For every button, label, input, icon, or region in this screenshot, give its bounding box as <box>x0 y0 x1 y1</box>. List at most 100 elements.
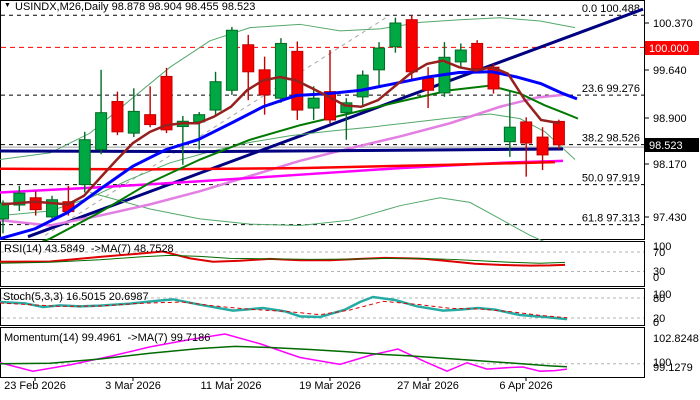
candle <box>324 50 336 124</box>
moving-averages-under <box>0 17 579 260</box>
time-tick-label: 19 Mar 2026 <box>299 380 361 392</box>
candle <box>13 185 26 211</box>
momentum-scale-label: 102.8248 <box>653 333 699 345</box>
candle <box>78 131 91 193</box>
rsi-scale-label: 100 <box>653 241 671 253</box>
candle-body <box>144 114 157 126</box>
candle <box>454 43 467 69</box>
candle-body <box>13 192 26 206</box>
candle-body <box>503 126 516 143</box>
envelope-lower-line <box>0 113 576 217</box>
candle <box>552 119 565 150</box>
candle-body <box>536 136 549 156</box>
moving-averages-over <box>0 59 578 241</box>
candle-body <box>209 81 222 111</box>
candle-body <box>552 120 565 146</box>
price-tag-label: 98.523 <box>649 140 683 152</box>
price-tick-label: 98.900 <box>653 113 687 125</box>
candle <box>274 38 287 103</box>
candle <box>95 69 108 155</box>
momentum-scale-label: 100 <box>653 357 671 369</box>
rsi-ma-line <box>0 254 566 264</box>
price-tag <box>645 138 699 152</box>
candle <box>389 17 402 53</box>
momentum-frame <box>0 327 645 378</box>
time-axis[interactable]: 23 Feb 2026 3 Mar 2026 11 Mar 2026 19 Mar 2… <box>4 377 553 393</box>
candle <box>307 86 320 120</box>
candle <box>127 88 140 138</box>
stoch-frame <box>0 288 645 326</box>
candle-body <box>520 121 533 144</box>
candle-body <box>29 197 42 211</box>
candle <box>46 195 59 221</box>
candle <box>209 71 222 117</box>
rsi-frame <box>0 241 645 287</box>
trendlines[interactable] <box>27 7 644 239</box>
price-tick-label: 97.430 <box>653 212 687 224</box>
momentum-scale-label: 99.1279 <box>653 362 693 374</box>
rsi-scale-label: 70 <box>653 247 665 259</box>
candle-body <box>46 199 59 218</box>
ma-maroon-line <box>1 59 561 206</box>
momentum-line <box>0 333 568 372</box>
price-tag <box>645 41 699 55</box>
candle <box>373 42 386 87</box>
ma-navy-flat-line <box>0 147 564 154</box>
rsi-line <box>0 250 566 267</box>
ma-blue-line <box>0 70 578 241</box>
time-tick-label: 11 Mar 2026 <box>201 380 262 392</box>
candle-body <box>405 19 418 73</box>
price-tick-label: 99.640 <box>653 65 687 77</box>
candle <box>520 117 533 177</box>
candle-body <box>454 49 467 63</box>
candle-body <box>324 91 336 121</box>
fib-level-label: 38.2 98.526 <box>582 133 640 145</box>
momentum-ma-line <box>0 345 568 368</box>
ma-darkgreen-line <box>0 84 579 260</box>
price-tick-label: 100.370 <box>653 18 693 30</box>
candle <box>144 86 157 128</box>
band-lower-line <box>89 192 579 254</box>
trendline-navy[interactable] <box>27 7 644 239</box>
price-tag-label: 100.000 <box>649 43 689 55</box>
candle <box>471 40 484 74</box>
rsi-scale-label: 0 <box>653 272 659 284</box>
candle <box>29 191 42 216</box>
fib-level-label: 61.8 97.313 <box>582 213 640 225</box>
candle-body <box>242 44 255 73</box>
candle-body <box>307 97 320 109</box>
stoch-scale-label: 100 <box>653 289 671 301</box>
candle-body <box>160 75 173 131</box>
candle-body <box>225 29 238 91</box>
candle <box>111 91 124 136</box>
price-tick-label: 98.170 <box>653 159 687 171</box>
time-tick-label: 6 Apr 2026 <box>499 380 552 392</box>
candle <box>536 127 549 171</box>
stoch-signal-line <box>0 300 568 319</box>
stoch-scale-label: 20 <box>653 313 665 325</box>
fib-level-label: 23.6 99.276 <box>582 83 640 95</box>
candle-body <box>389 22 402 48</box>
candle-body <box>95 112 108 151</box>
candle-body <box>274 42 287 99</box>
candle <box>225 26 238 95</box>
candle-body <box>127 110 140 134</box>
fib-level-label: 0.0 100.488 <box>582 3 640 15</box>
time-tick-label: 27 Mar 2026 <box>397 380 459 392</box>
candle-body <box>373 47 386 71</box>
time-tick-label: 3 Mar 2026 <box>105 380 161 392</box>
price-axis[interactable]: 100.370 99.640 98.900 98.170 97.430 100.000 98… <box>644 18 699 224</box>
time-tick-label: 23 Feb 2026 <box>4 380 66 392</box>
candle-body <box>78 139 91 186</box>
candle <box>503 90 516 157</box>
candle <box>160 67 173 134</box>
ma-plum-line <box>0 93 564 227</box>
candle-body <box>111 100 124 133</box>
ma-red-line <box>0 160 556 171</box>
fib-level-label: 50.0 97.919 <box>582 173 640 185</box>
stoch-scale-label: 0 <box>653 317 659 329</box>
